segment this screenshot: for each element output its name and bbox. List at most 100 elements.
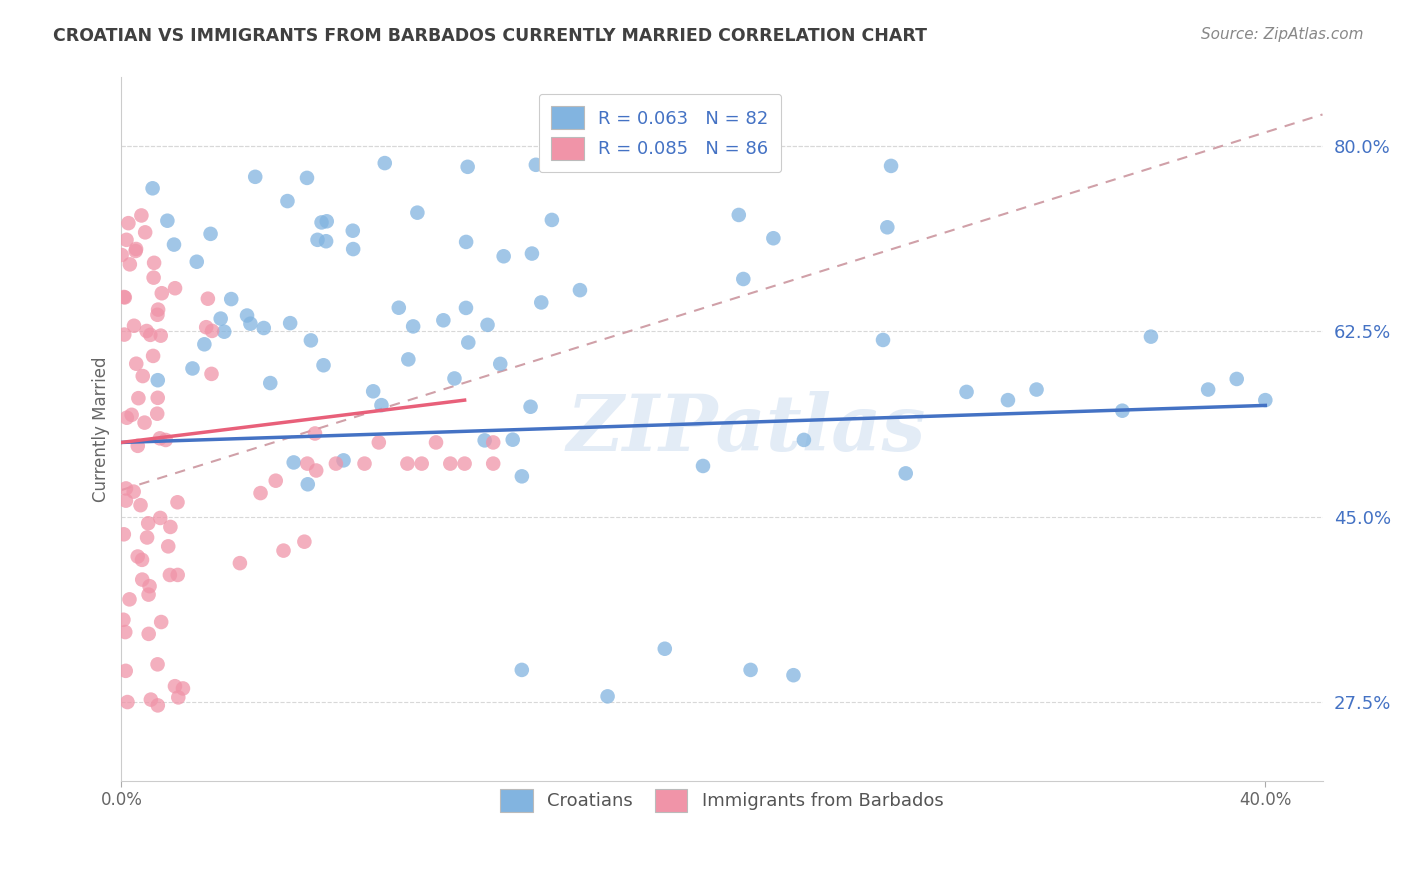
Point <box>112 327 135 342</box>
Point <box>502 433 524 447</box>
Point <box>297 457 319 471</box>
Point <box>114 290 136 304</box>
Point <box>654 641 676 656</box>
Point <box>474 434 496 448</box>
Point <box>297 477 319 491</box>
Point <box>273 543 295 558</box>
Point <box>568 283 591 297</box>
Point <box>520 246 543 260</box>
Point <box>311 215 333 229</box>
Point <box>692 458 714 473</box>
Point <box>115 410 138 425</box>
Point <box>166 568 188 582</box>
Point <box>159 520 181 534</box>
Point <box>149 431 172 445</box>
Point <box>457 335 479 350</box>
Point <box>127 439 149 453</box>
Point <box>453 457 475 471</box>
Point <box>872 333 894 347</box>
Point <box>150 286 173 301</box>
Point <box>1140 329 1163 343</box>
Point <box>482 435 505 450</box>
Point <box>134 416 156 430</box>
Point <box>245 169 267 184</box>
Point <box>374 156 396 170</box>
Point <box>114 664 136 678</box>
Point <box>439 457 461 471</box>
Point <box>361 384 384 399</box>
Point <box>155 433 177 447</box>
Point <box>396 457 419 471</box>
Point <box>146 407 169 421</box>
Point <box>443 371 465 385</box>
Point <box>292 534 315 549</box>
Point <box>129 498 152 512</box>
Point <box>762 231 785 245</box>
Point <box>122 484 145 499</box>
Y-axis label: Currently Married: Currently Married <box>93 357 110 502</box>
Point <box>125 242 148 256</box>
Point <box>219 292 242 306</box>
Point <box>411 457 433 471</box>
Point <box>264 474 287 488</box>
Point <box>115 493 138 508</box>
Point <box>304 426 326 441</box>
Point <box>117 216 139 230</box>
Point <box>186 254 208 268</box>
Point <box>118 592 141 607</box>
Point <box>125 357 148 371</box>
Point <box>138 627 160 641</box>
Point <box>146 308 169 322</box>
Point <box>353 457 375 471</box>
Point <box>727 208 749 222</box>
Point <box>136 531 159 545</box>
Point <box>195 320 218 334</box>
Point <box>135 324 157 338</box>
Point <box>200 227 222 241</box>
Point <box>143 256 166 270</box>
Point <box>146 302 169 317</box>
Point <box>342 224 364 238</box>
Point <box>127 549 149 564</box>
Point <box>163 679 186 693</box>
Point <box>172 681 194 696</box>
Point <box>131 209 153 223</box>
Point <box>276 194 298 208</box>
Point <box>740 663 762 677</box>
Point <box>782 668 804 682</box>
Point <box>138 579 160 593</box>
Point <box>524 158 547 172</box>
Point <box>181 361 204 376</box>
Point <box>876 220 898 235</box>
Point <box>197 292 219 306</box>
Point <box>492 249 515 263</box>
Point <box>146 391 169 405</box>
Point <box>212 325 235 339</box>
Point <box>454 301 477 315</box>
Point <box>482 457 505 471</box>
Point <box>132 369 155 384</box>
Point <box>457 160 479 174</box>
Point <box>112 527 135 541</box>
Point <box>325 457 347 471</box>
Point <box>115 482 138 496</box>
Point <box>312 358 335 372</box>
Point <box>894 467 917 481</box>
Point <box>193 337 215 351</box>
Point <box>1254 393 1277 408</box>
Point <box>150 615 173 629</box>
Point <box>131 573 153 587</box>
Point <box>342 242 364 256</box>
Point <box>283 455 305 469</box>
Point <box>332 453 354 467</box>
Point <box>997 393 1019 408</box>
Point <box>541 213 564 227</box>
Point <box>370 398 392 412</box>
Point <box>489 357 512 371</box>
Point <box>124 244 146 258</box>
Point <box>200 367 222 381</box>
Point <box>278 316 301 330</box>
Legend: Croatians, Immigrants from Barbados: Croatians, Immigrants from Barbados <box>488 776 956 825</box>
Point <box>112 613 135 627</box>
Point <box>307 233 329 247</box>
